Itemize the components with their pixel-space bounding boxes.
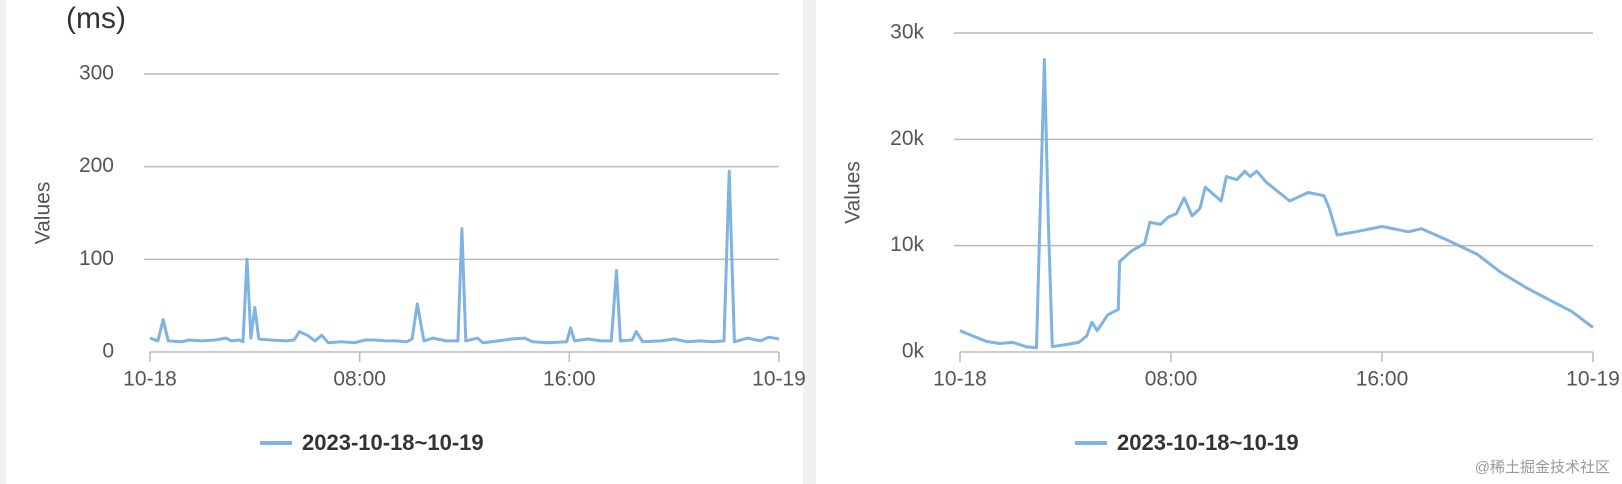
legend-label: 2023-10-18~10-19 bbox=[1117, 430, 1299, 455]
panel bbox=[6, 0, 803, 484]
line bbox=[149, 169, 780, 345]
y-axis-title: Values bbox=[32, 182, 55, 245]
y-unit: (ms) bbox=[66, 2, 126, 35]
x-tick-label: 08:00 bbox=[1145, 368, 1198, 391]
x-tick-label: 16:00 bbox=[1356, 368, 1409, 391]
y-tick-label: 200 bbox=[79, 154, 114, 177]
x-tick-label: 10-19 bbox=[752, 368, 806, 391]
y-tick-label: 300 bbox=[79, 62, 114, 85]
x-tick-label: 10-18 bbox=[933, 368, 987, 391]
y-tick-label: 100 bbox=[79, 247, 114, 270]
x-tick-label: 08:00 bbox=[333, 368, 386, 391]
y-tick-label: 10k bbox=[890, 233, 924, 256]
x-tick-label: 10-18 bbox=[123, 368, 177, 391]
line bbox=[959, 58, 1594, 350]
y-axis-title: Values bbox=[842, 161, 865, 224]
y-tick-label: 20k bbox=[890, 127, 924, 150]
panel bbox=[816, 0, 1622, 484]
legend-label: 2023-10-18~10-19 bbox=[302, 430, 484, 455]
y-tick-label: 0k bbox=[902, 340, 925, 363]
x-tick-label: 16:00 bbox=[543, 368, 596, 391]
watermark: @稀土掘金技术社区 bbox=[1475, 459, 1610, 476]
y-tick-label: 30k bbox=[890, 21, 924, 44]
y-tick-label: 0 bbox=[102, 340, 114, 363]
x-tick-label: 10-19 bbox=[1566, 368, 1620, 391]
